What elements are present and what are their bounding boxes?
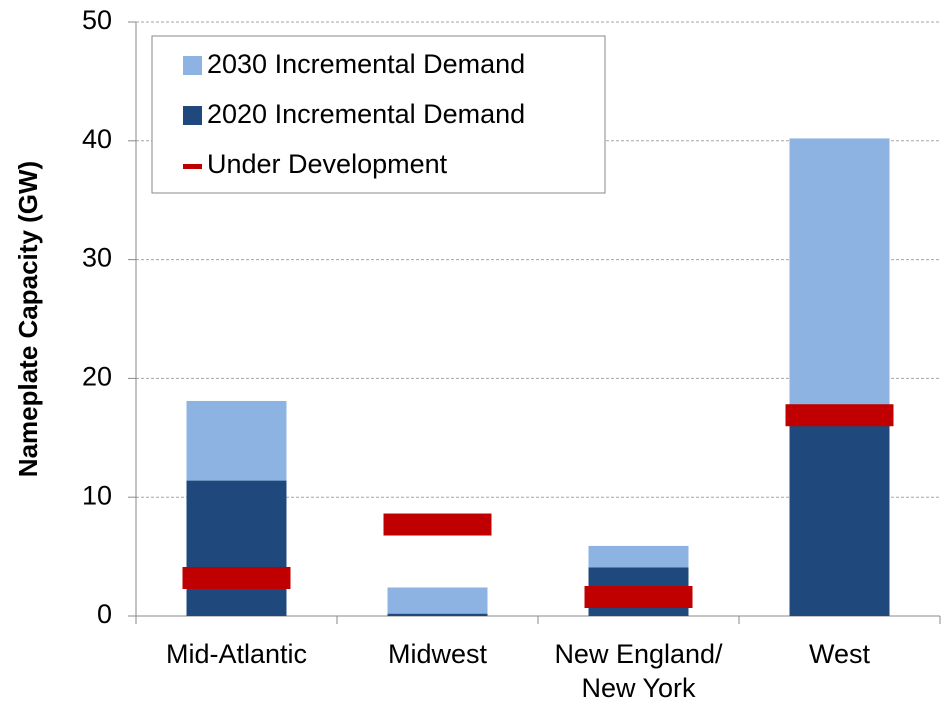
x-tick-label: Midwest xyxy=(388,639,488,669)
legend-swatch xyxy=(183,56,202,75)
y-tick-label: 50 xyxy=(82,5,112,35)
y-tick-label: 30 xyxy=(82,243,112,273)
marker xyxy=(785,404,894,427)
x-tick-label: Mid-Atlantic xyxy=(166,639,307,669)
bar-segment xyxy=(387,613,488,616)
legend-label: 2020 Incremental Demand xyxy=(207,99,525,129)
y-axis-title: Nameplate Capacity (GW) xyxy=(13,161,43,477)
x-tick-label: New England/New York xyxy=(554,639,723,703)
legend-label: 2030 Incremental Demand xyxy=(207,49,525,79)
marker xyxy=(383,513,492,536)
bar-segment xyxy=(186,480,287,616)
bar-segment xyxy=(588,545,689,568)
bar-segment xyxy=(387,587,488,614)
marker xyxy=(182,566,291,589)
legend-box xyxy=(151,35,606,194)
x-tick-label: West xyxy=(809,639,871,669)
y-tick-label: 10 xyxy=(82,480,112,510)
y-tick-label: 20 xyxy=(82,362,112,392)
bar-segment xyxy=(789,138,890,420)
y-tick-label: 40 xyxy=(82,124,112,154)
legend-swatch xyxy=(183,164,202,169)
legend-label: Under Development xyxy=(207,149,448,179)
marker xyxy=(584,585,693,608)
legend-swatch xyxy=(183,106,202,125)
bar-segment xyxy=(789,419,890,616)
y-tick-label: 0 xyxy=(97,599,112,629)
bar-segment xyxy=(186,400,287,481)
